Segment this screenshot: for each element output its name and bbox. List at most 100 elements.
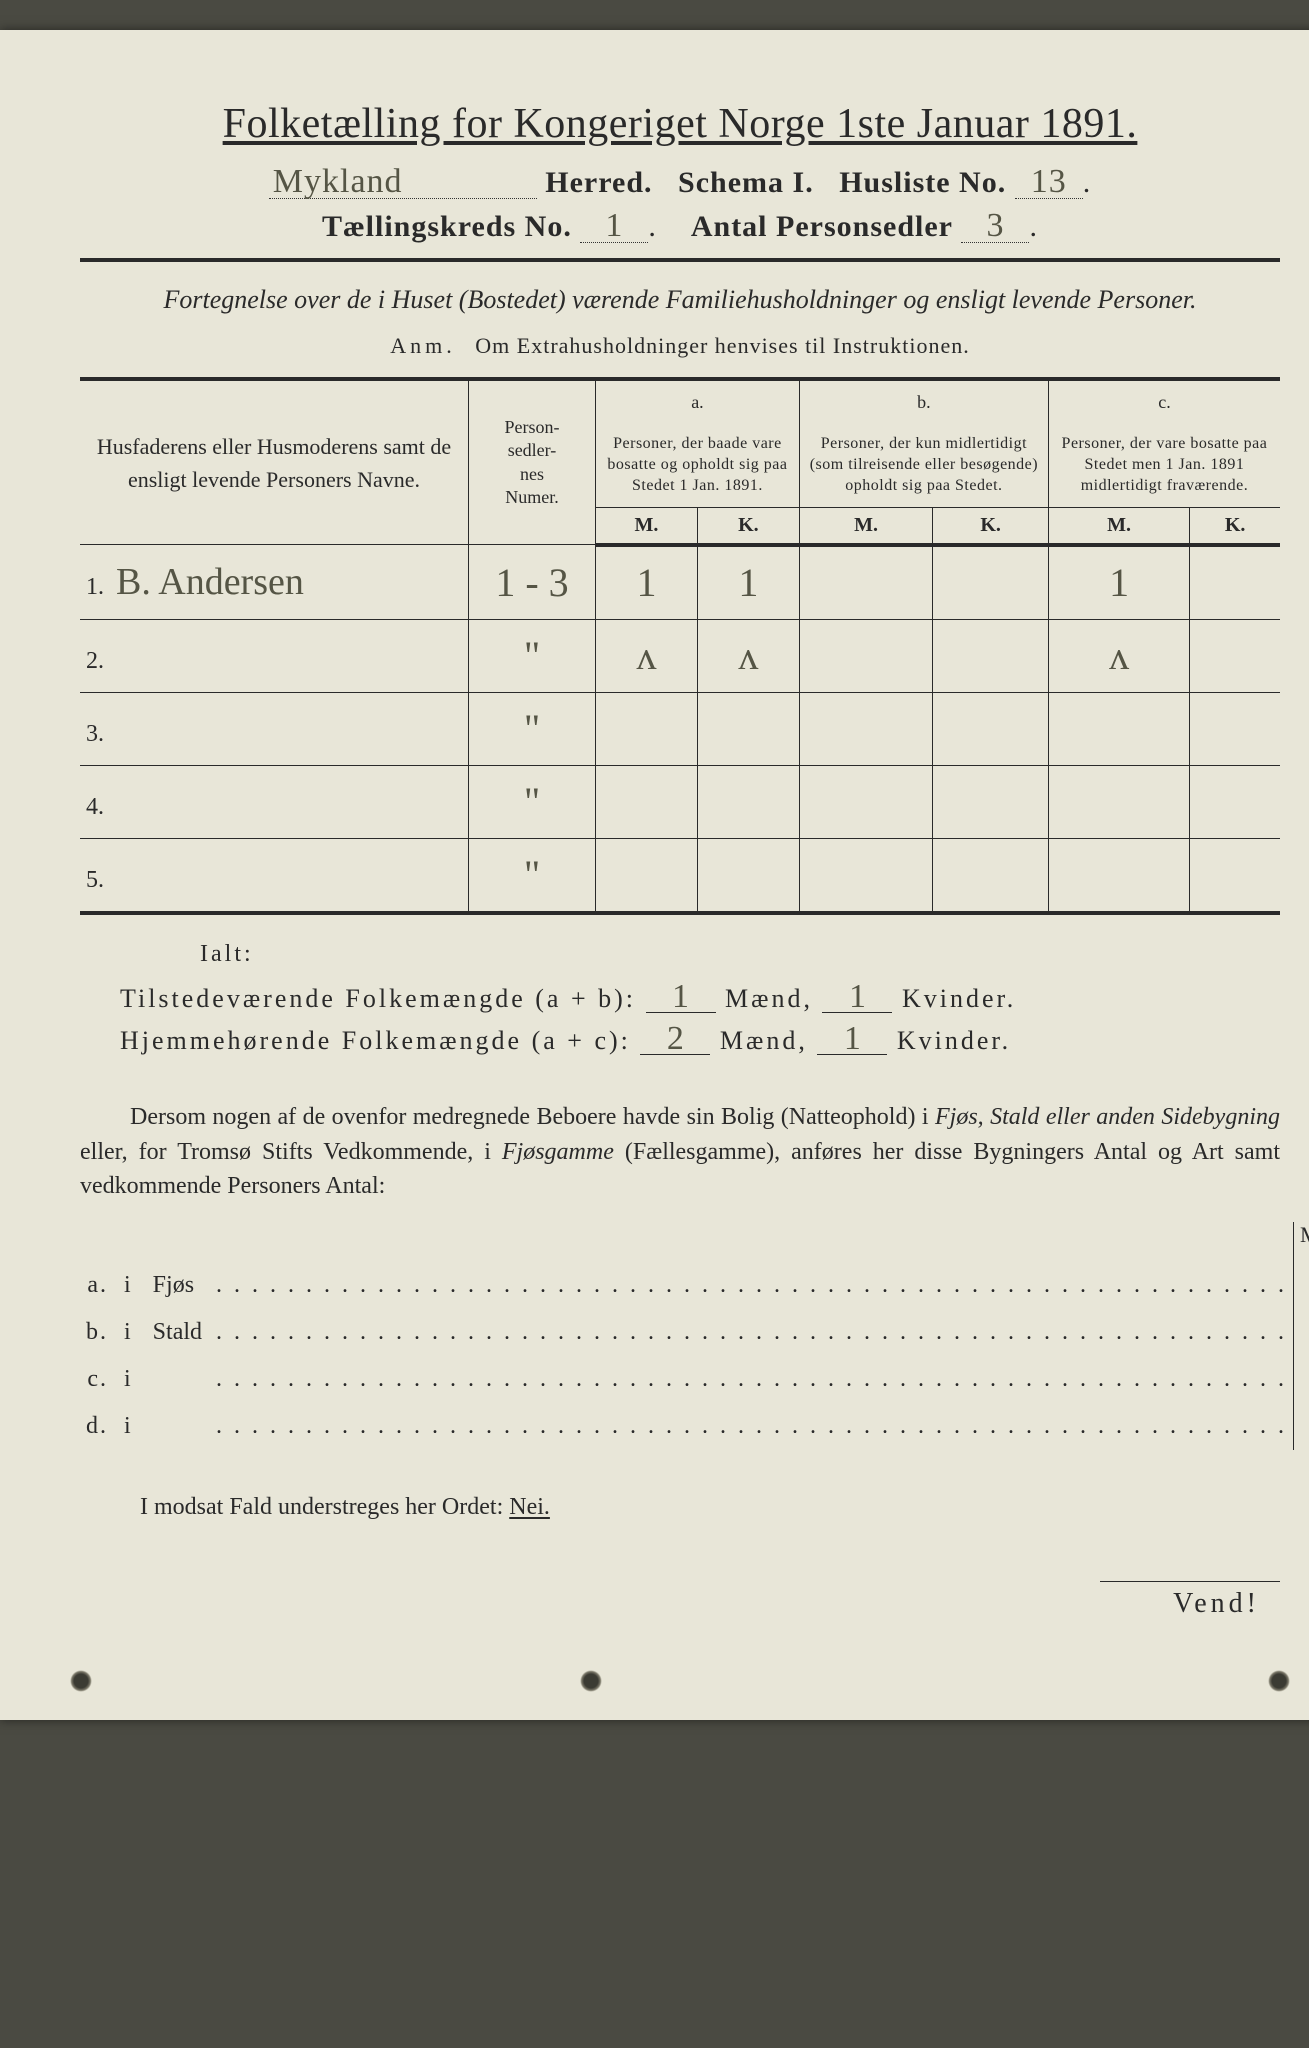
vend: Vend! xyxy=(1100,1581,1280,1620)
closing-pre: I modsat Fald understreges her Ordet: xyxy=(140,1494,509,1520)
lower-row: b. iStald . . . . . . . . . . . . . . . … xyxy=(80,1309,1309,1356)
row-name xyxy=(110,854,116,896)
maend-label-2: Mænd, xyxy=(720,1026,808,1055)
row-name: B. Andersen xyxy=(110,561,304,603)
lower-row-key: d. i xyxy=(80,1403,147,1450)
total1-label: Tilstedeværende Folkemængde (a + b): xyxy=(120,984,636,1013)
paragraph: Dersom nogen af de ovenfor medregnede Be… xyxy=(80,1100,1280,1204)
cell-a-m: 1 xyxy=(636,560,656,605)
lower-row-key: a. i xyxy=(80,1262,147,1309)
col-name-header: Husfaderens eller Husmoderens samt de en… xyxy=(80,379,469,545)
header-line-2: Tællingskreds No. 1. Antal Personsedler … xyxy=(80,210,1280,244)
husliste-value: 13 xyxy=(1015,167,1083,199)
row-number: 2. xyxy=(86,648,110,675)
col-c-k: K. xyxy=(1190,507,1280,545)
row-number: 3. xyxy=(86,721,110,748)
cell-numer: " xyxy=(524,633,540,678)
lower-m-cell xyxy=(1294,1262,1309,1309)
col-b-k: K. xyxy=(933,507,1049,545)
row-number: 4. xyxy=(86,794,110,821)
col-numer-header: Person- sedler- nes Numer. xyxy=(469,379,596,545)
col-c-header: Personer, der vare bosatte paa Stedet me… xyxy=(1048,424,1280,507)
herred-label: Herred. xyxy=(545,166,652,199)
col-a-key: a. xyxy=(596,379,800,424)
dotted-leader: . . . . . . . . . . . . . . . . . . . . … xyxy=(210,1262,1294,1309)
lower-row-key: c. i xyxy=(80,1356,147,1403)
kvinder-label: Kvinder. xyxy=(902,984,1016,1013)
lower-m-cell xyxy=(1294,1403,1309,1450)
lower-row-key: b. i xyxy=(80,1309,147,1356)
cell-a-k: 1 xyxy=(738,560,758,605)
dotted-leader: . . . . . . . . . . . . . . . . . . . . … xyxy=(210,1403,1294,1450)
punch-hole-icon xyxy=(1268,1670,1290,1692)
lower-row-label: Fjøs xyxy=(147,1262,210,1309)
col-c-key: c. xyxy=(1048,379,1280,424)
table-row: 1.B. Andersen 1 - 3 1 1 1 xyxy=(80,545,1280,620)
lower-m-cell xyxy=(1294,1356,1309,1403)
row-number: 1. xyxy=(86,574,110,601)
anm-label: Anm. xyxy=(390,333,456,358)
cell-c-m: ʌ xyxy=(1109,633,1129,678)
main-table: Husfaderens eller Husmoderens samt de en… xyxy=(80,377,1280,915)
row-name xyxy=(110,708,116,750)
anm-line: Anm. Om Extrahusholdninger henvises til … xyxy=(80,333,1280,359)
total-line-1: Tilstedeværende Folkemængde (a + b): 1 M… xyxy=(120,982,1280,1014)
schema-label: Schema I. xyxy=(678,166,814,199)
lower-table: Mænd. Kvinder. a. iFjøs . . . . . . . . … xyxy=(80,1222,1309,1450)
kreds-value: 1 xyxy=(580,211,648,243)
lower-row: c. i . . . . . . . . . . . . . . . . . .… xyxy=(80,1356,1309,1403)
col-a-m: M. xyxy=(596,507,698,545)
form-title-text: Folketælling for Kongeriget Norge 1ste J… xyxy=(223,101,1138,147)
punch-hole-icon xyxy=(70,1670,92,1692)
col-a-k: K. xyxy=(697,507,799,545)
cell-numer: " xyxy=(524,779,540,824)
husliste-label: Husliste No. xyxy=(839,166,1006,199)
table-row: 3. " xyxy=(80,692,1280,765)
lower-maend: Mænd. xyxy=(1294,1222,1309,1262)
col-a-header: Personer, der baade vare bosatte og opho… xyxy=(596,424,800,507)
total1-m: 1 xyxy=(646,982,716,1014)
total2-k: 1 xyxy=(817,1024,887,1056)
kreds-label: Tællingskreds No. xyxy=(322,210,572,243)
col-name-text: Husfaderens eller Husmoderens samt de en… xyxy=(97,434,451,492)
maend-label: Mænd, xyxy=(725,984,813,1013)
ialt-label: Ialt: xyxy=(200,941,1280,968)
lower-m-cell xyxy=(1294,1309,1309,1356)
closing-nei: Nei. xyxy=(509,1494,550,1520)
lower-row-label xyxy=(147,1403,210,1450)
row-name xyxy=(110,781,116,823)
col-c-m: M. xyxy=(1048,507,1189,545)
header-line-1: Mykland Herred. Schema I. Husliste No. 1… xyxy=(80,166,1280,200)
total2-m: 2 xyxy=(640,1024,710,1056)
kvinder-label-2: Kvinder. xyxy=(897,1026,1011,1055)
table-row: 2. " ʌ ʌ ʌ xyxy=(80,619,1280,692)
subtitle: Fortegnelse over de i Huset (Bostedet) v… xyxy=(80,282,1280,317)
antal-value: 3 xyxy=(961,211,1029,243)
antal-label: Antal Personsedler xyxy=(691,210,953,243)
row-number: 5. xyxy=(86,867,110,894)
census-form-page: Folketælling for Kongeriget Norge 1ste J… xyxy=(0,30,1309,1720)
col-b-key: b. xyxy=(799,379,1048,424)
lower-row: a. iFjøs . . . . . . . . . . . . . . . .… xyxy=(80,1262,1309,1309)
form-title: Folketælling for Kongeriget Norge 1ste J… xyxy=(80,100,1280,148)
total2-label: Hjemmehørende Folkemængde (a + c): xyxy=(120,1026,631,1055)
col-b-header: Personer, der kun midlertidigt (som tilr… xyxy=(799,424,1048,507)
lower-table-wrap: Mænd. Kvinder. a. iFjøs . . . . . . . . … xyxy=(80,1222,1280,1450)
cell-numer: " xyxy=(524,852,540,897)
cell-c-m: 1 xyxy=(1109,560,1129,605)
cell-numer: " xyxy=(524,706,540,751)
closing-line: I modsat Fald understreges her Ordet: Ne… xyxy=(140,1494,1280,1521)
dotted-leader: . . . . . . . . . . . . . . . . . . . . … xyxy=(210,1309,1294,1356)
table-row: 4. " xyxy=(80,765,1280,838)
lower-row-label: Stald xyxy=(147,1309,210,1356)
punch-hole-icon xyxy=(580,1670,602,1692)
divider xyxy=(80,258,1280,262)
herred-value: Mykland xyxy=(269,167,537,199)
lower-row: d. i . . . . . . . . . . . . . . . . . .… xyxy=(80,1403,1309,1450)
table-row: 5. " xyxy=(80,838,1280,913)
cell-a-k: ʌ xyxy=(738,633,758,678)
cell-a-m: ʌ xyxy=(636,633,656,678)
cell-numer: 1 - 3 xyxy=(495,560,568,605)
row-name xyxy=(110,635,116,677)
total-line-2: Hjemmehørende Folkemængde (a + c): 2 Mæn… xyxy=(120,1024,1280,1056)
